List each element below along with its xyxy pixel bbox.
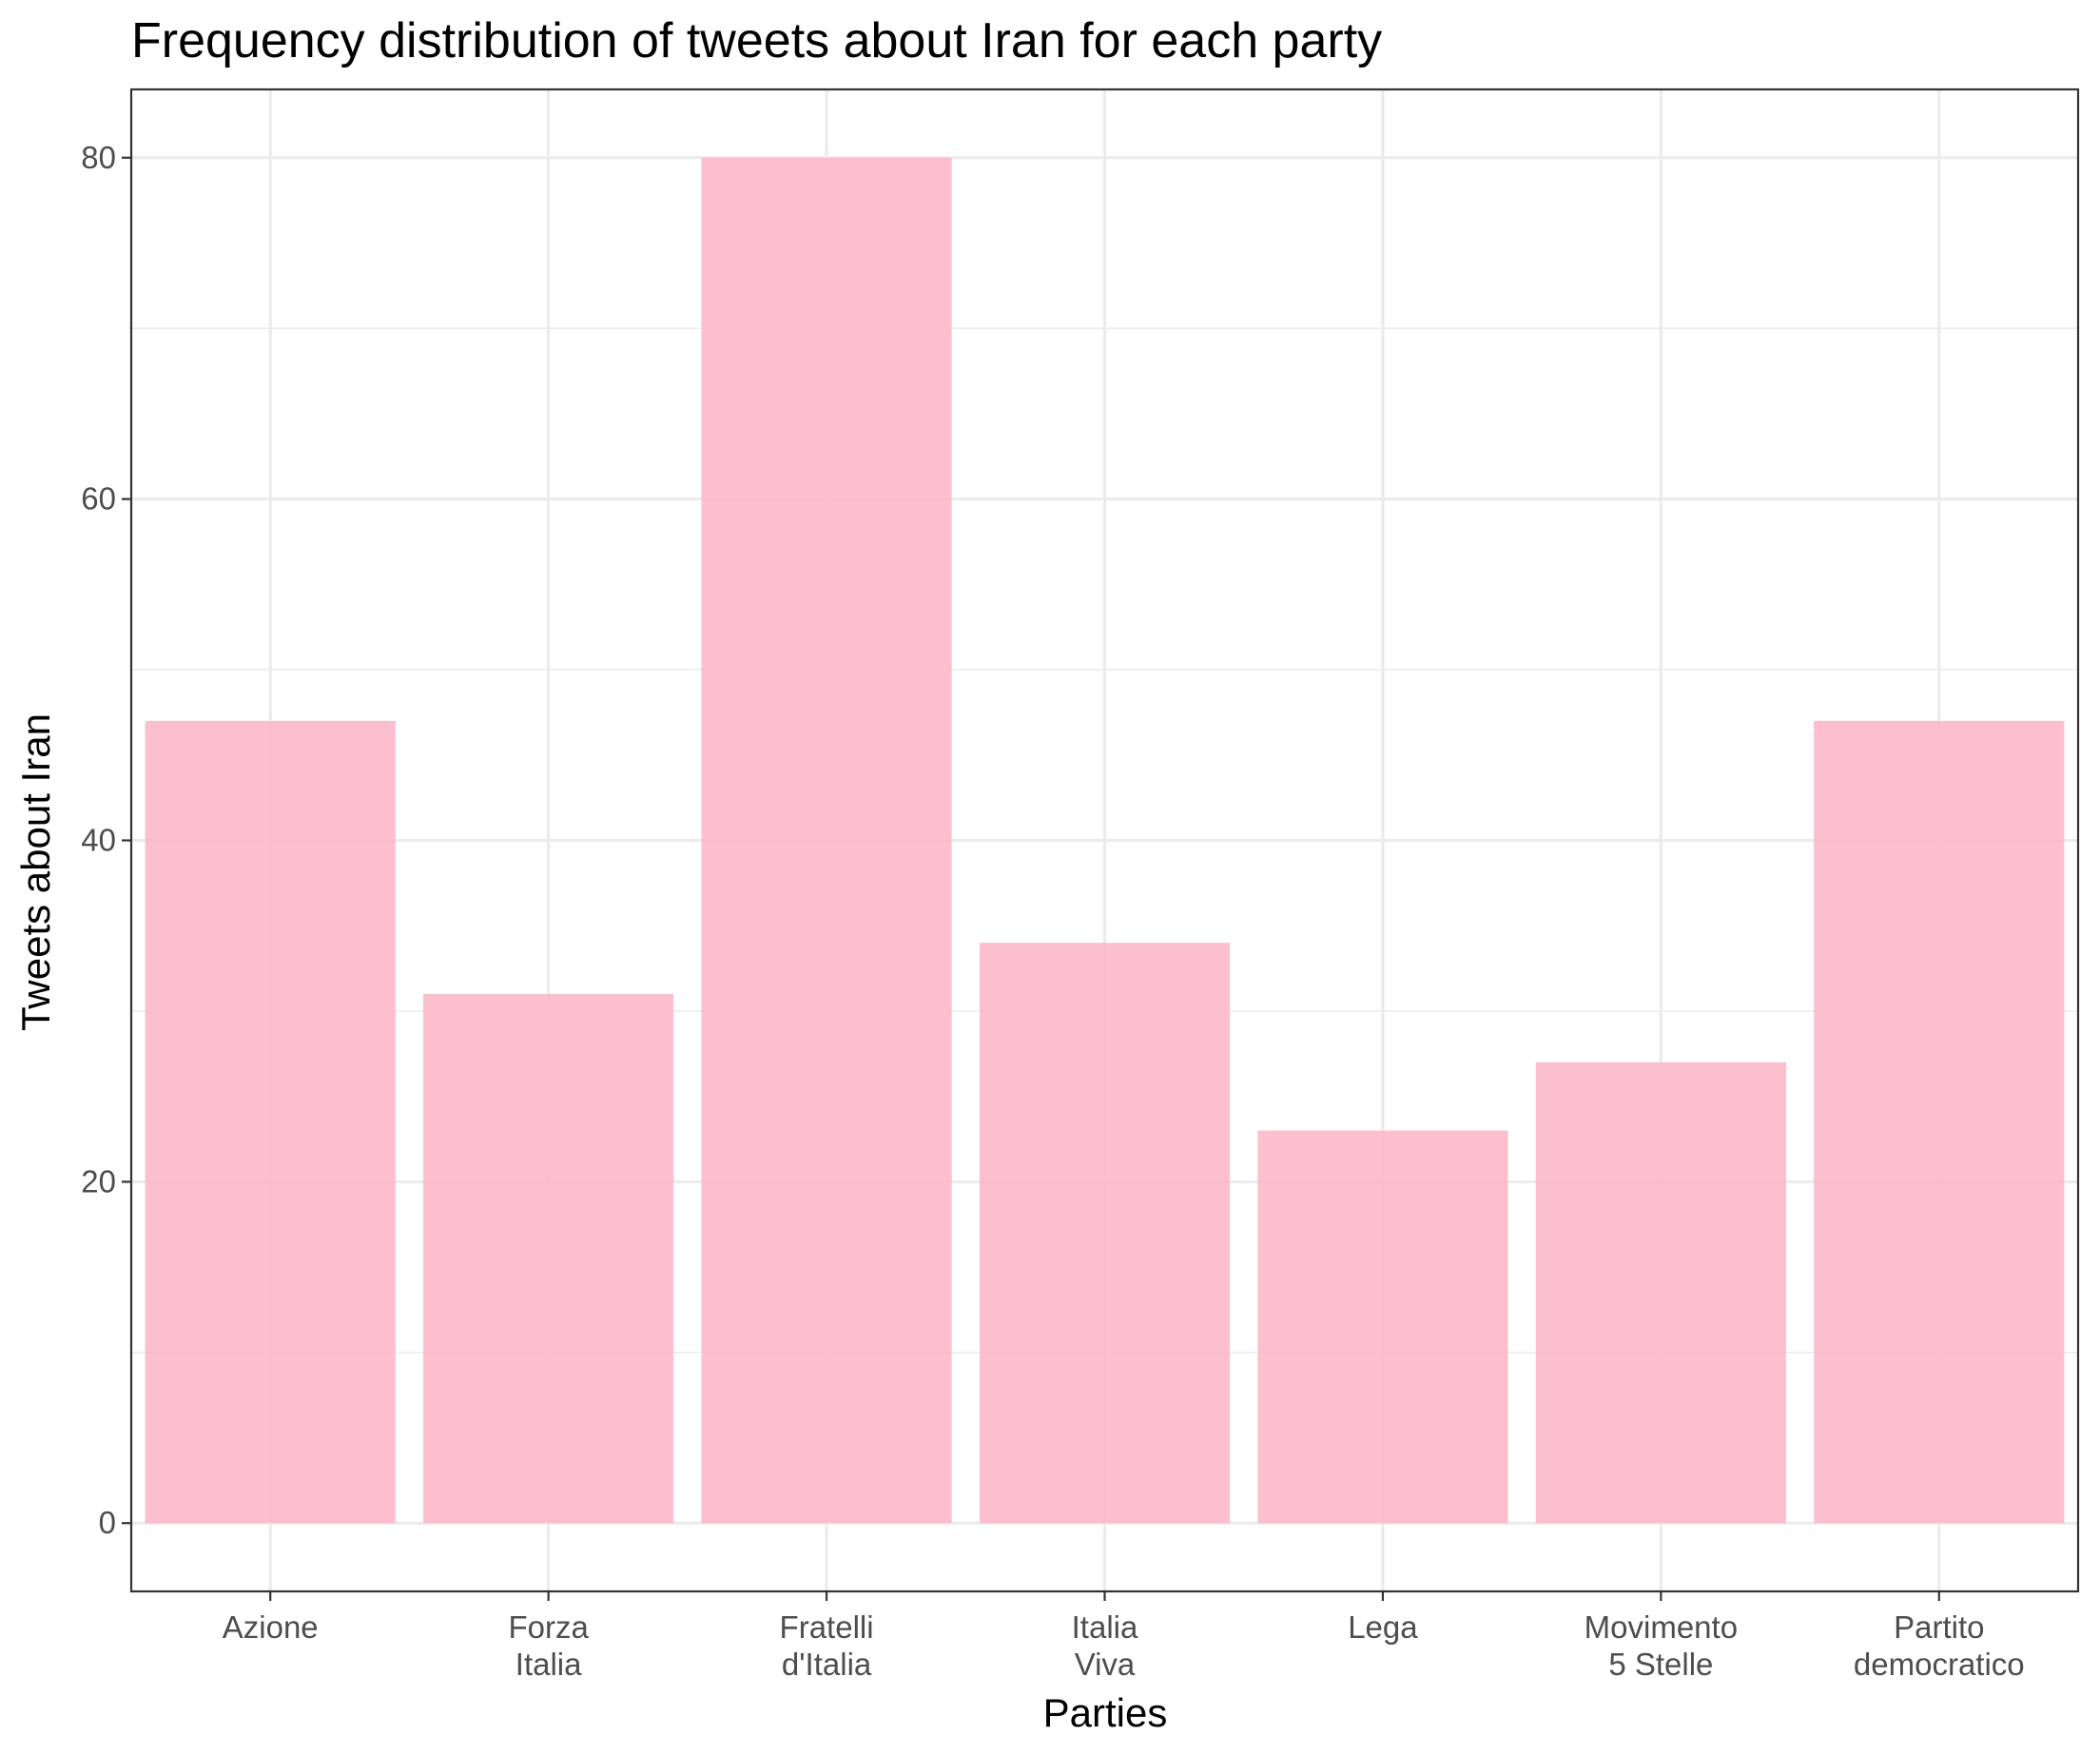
- x-tick-label: Azione: [223, 1609, 319, 1645]
- bar-lega: [1257, 1130, 1508, 1524]
- bar-azione: [145, 720, 396, 1524]
- x-tick-label: Lega: [1348, 1609, 1418, 1645]
- x-axis: Azione Forza Italia Fratelli d'Italia Italia V…: [223, 1591, 2025, 1682]
- x-tick-label: Fratelli d'Italia: [780, 1609, 874, 1682]
- x-axis-title: Parties: [1043, 1690, 1168, 1735]
- y-tick-label: 80: [81, 140, 116, 175]
- chart-title: Frequency distribution of tweets about I…: [131, 13, 1382, 68]
- bar-movimento-5stelle: [1535, 1062, 1786, 1524]
- x-tick-label: Movimento 5 Stelle: [1585, 1609, 1738, 1682]
- x-tick-label: Italia Viva: [1072, 1609, 1138, 1682]
- y-tick-label: 60: [81, 481, 116, 517]
- bar-italia-viva: [979, 943, 1231, 1524]
- y-tick-label: 40: [81, 823, 116, 858]
- bar-forza-italia: [423, 993, 674, 1524]
- x-tick-label: Partito democratico: [1854, 1609, 2025, 1682]
- bars: [145, 157, 2065, 1524]
- y-axis: 0 20 40 60 80: [81, 140, 131, 1540]
- y-axis-title: Tweets about Iran: [13, 713, 58, 1031]
- y-tick-label: 20: [81, 1163, 116, 1199]
- y-tick-label: 0: [99, 1505, 116, 1540]
- bar-partito-democratico: [1814, 720, 2065, 1524]
- x-tick-label: Forza Italia: [508, 1609, 589, 1682]
- bar-fratelli-ditalia: [701, 157, 952, 1524]
